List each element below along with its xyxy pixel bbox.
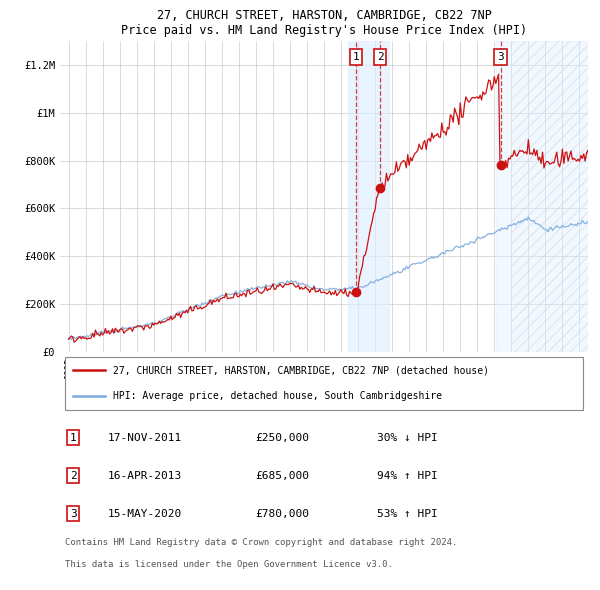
Text: 17-NOV-2011: 17-NOV-2011 bbox=[107, 432, 182, 442]
Text: 27, CHURCH STREET, HARSTON, CAMBRIDGE, CB22 7NP (detached house): 27, CHURCH STREET, HARSTON, CAMBRIDGE, C… bbox=[113, 365, 489, 375]
Text: 94% ↑ HPI: 94% ↑ HPI bbox=[377, 471, 437, 481]
Text: 1: 1 bbox=[70, 432, 77, 442]
Text: £685,000: £685,000 bbox=[256, 471, 310, 481]
Text: £780,000: £780,000 bbox=[256, 509, 310, 519]
Text: 1: 1 bbox=[353, 52, 359, 62]
Text: 30% ↓ HPI: 30% ↓ HPI bbox=[377, 432, 437, 442]
Text: Contains HM Land Registry data © Crown copyright and database right 2024.: Contains HM Land Registry data © Crown c… bbox=[65, 538, 458, 547]
Text: 3: 3 bbox=[70, 509, 77, 519]
Text: This data is licensed under the Open Government Licence v3.0.: This data is licensed under the Open Gov… bbox=[65, 560, 393, 569]
Text: 16-APR-2013: 16-APR-2013 bbox=[107, 471, 182, 481]
Bar bbox=[511, 41, 588, 352]
Text: 3: 3 bbox=[497, 52, 504, 62]
FancyBboxPatch shape bbox=[65, 356, 583, 409]
Bar bbox=[347, 41, 389, 352]
Text: 53% ↑ HPI: 53% ↑ HPI bbox=[377, 509, 437, 519]
Text: 2: 2 bbox=[377, 52, 383, 62]
Text: 15-MAY-2020: 15-MAY-2020 bbox=[107, 509, 182, 519]
Text: 2: 2 bbox=[70, 471, 77, 481]
Text: £250,000: £250,000 bbox=[256, 432, 310, 442]
Text: HPI: Average price, detached house, South Cambridgeshire: HPI: Average price, detached house, Sout… bbox=[113, 391, 442, 401]
Title: 27, CHURCH STREET, HARSTON, CAMBRIDGE, CB22 7NP
Price paid vs. HM Land Registry': 27, CHURCH STREET, HARSTON, CAMBRIDGE, C… bbox=[121, 9, 527, 37]
Bar bbox=[496, 41, 588, 352]
